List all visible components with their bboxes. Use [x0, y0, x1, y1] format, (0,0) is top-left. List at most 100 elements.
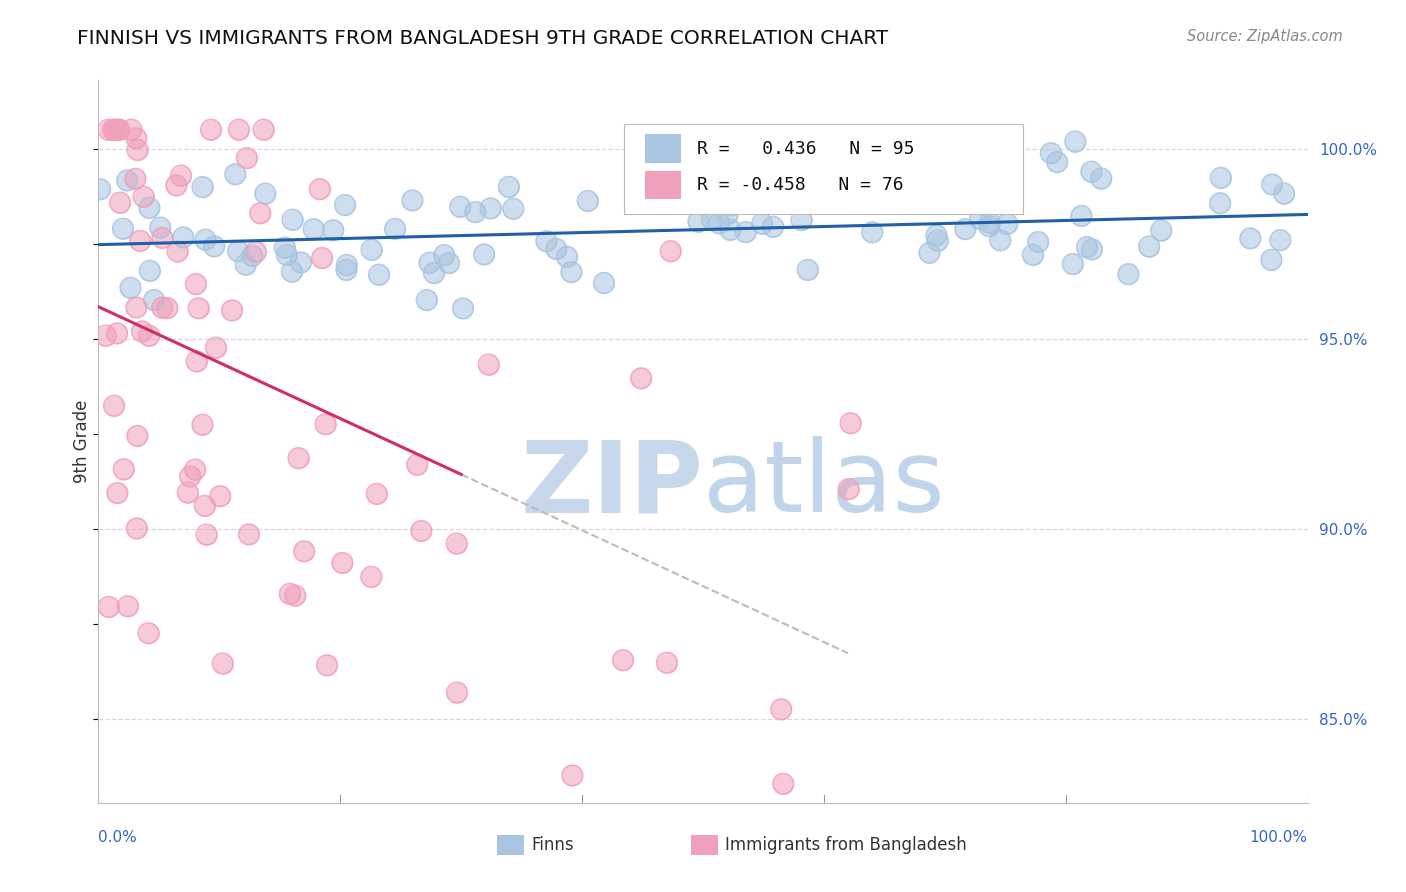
- Point: [316, 658, 339, 673]
- Text: ZIP: ZIP: [520, 436, 703, 533]
- Point: [630, 371, 652, 385]
- Point: [124, 172, 146, 186]
- Point: [1239, 231, 1261, 245]
- Point: [194, 499, 217, 513]
- Point: [107, 122, 129, 136]
- Point: [790, 213, 813, 227]
- Point: [401, 194, 423, 208]
- Point: [205, 341, 228, 355]
- Point: [302, 222, 325, 236]
- Point: [211, 657, 233, 671]
- Point: [451, 301, 474, 316]
- Point: [555, 250, 578, 264]
- Point: [418, 256, 440, 270]
- Point: [1090, 171, 1112, 186]
- Point: [860, 225, 883, 239]
- Point: [322, 223, 344, 237]
- Point: [278, 587, 301, 601]
- Point: [132, 189, 155, 203]
- Point: [446, 536, 468, 550]
- Point: [955, 222, 977, 236]
- Point: [143, 293, 166, 307]
- Point: [111, 221, 134, 235]
- Point: [437, 256, 460, 270]
- Point: [762, 219, 785, 234]
- Point: [138, 201, 160, 215]
- Point: [772, 777, 794, 791]
- Point: [108, 195, 131, 210]
- Point: [955, 222, 977, 236]
- Point: [401, 194, 423, 208]
- Point: [322, 223, 344, 237]
- Point: [751, 217, 773, 231]
- Point: [688, 214, 710, 228]
- Text: 100.0%: 100.0%: [1250, 830, 1308, 846]
- Point: [927, 234, 949, 248]
- Point: [576, 194, 599, 208]
- Point: [149, 220, 172, 235]
- Point: [406, 458, 429, 472]
- Point: [546, 242, 568, 256]
- Point: [1022, 248, 1045, 262]
- Point: [1270, 233, 1292, 247]
- Point: [336, 258, 359, 272]
- Point: [290, 255, 312, 269]
- Point: [335, 263, 357, 277]
- Point: [472, 247, 495, 261]
- Point: [131, 325, 153, 339]
- Point: [132, 189, 155, 203]
- FancyBboxPatch shape: [498, 835, 524, 855]
- Point: [720, 198, 742, 212]
- Point: [101, 122, 124, 136]
- Point: [333, 198, 356, 212]
- Point: [287, 451, 309, 466]
- Point: [120, 122, 142, 136]
- Point: [472, 247, 495, 261]
- Point: [796, 263, 818, 277]
- Point: [115, 173, 138, 187]
- Point: [238, 527, 260, 541]
- Point: [927, 234, 949, 248]
- Point: [333, 198, 356, 212]
- Point: [700, 212, 723, 227]
- Point: [1261, 178, 1284, 192]
- Point: [254, 186, 277, 201]
- Point: [925, 228, 948, 243]
- Text: 0.0%: 0.0%: [98, 830, 138, 846]
- Point: [593, 276, 616, 290]
- Point: [138, 626, 160, 640]
- Point: [105, 326, 128, 341]
- FancyBboxPatch shape: [645, 170, 682, 200]
- Point: [720, 198, 742, 212]
- Point: [336, 258, 359, 272]
- Point: [1046, 155, 1069, 169]
- Point: [360, 570, 382, 584]
- Point: [659, 244, 682, 259]
- Point: [717, 207, 740, 221]
- Point: [411, 524, 433, 538]
- Text: FINNISH VS IMMIGRANTS FROM BANGLADESH 9TH GRADE CORRELATION CHART: FINNISH VS IMMIGRANTS FROM BANGLADESH 9T…: [77, 29, 889, 47]
- Point: [1272, 186, 1295, 201]
- Point: [449, 200, 471, 214]
- Point: [1076, 240, 1098, 254]
- Point: [235, 258, 257, 272]
- Point: [281, 212, 304, 227]
- Point: [236, 151, 259, 165]
- Point: [138, 328, 160, 343]
- Point: [918, 245, 941, 260]
- Point: [125, 521, 148, 535]
- Point: [988, 233, 1011, 247]
- Point: [287, 451, 309, 466]
- Point: [89, 182, 111, 196]
- Point: [1064, 135, 1087, 149]
- Point: [311, 251, 333, 265]
- Point: [1039, 146, 1062, 161]
- Point: [700, 212, 723, 227]
- Point: [1062, 257, 1084, 271]
- Point: [449, 200, 471, 214]
- Point: [751, 217, 773, 231]
- Point: [907, 180, 929, 194]
- Point: [249, 206, 271, 220]
- Point: [1026, 235, 1049, 249]
- Text: R =   0.436   N = 95: R = 0.436 N = 95: [697, 140, 914, 158]
